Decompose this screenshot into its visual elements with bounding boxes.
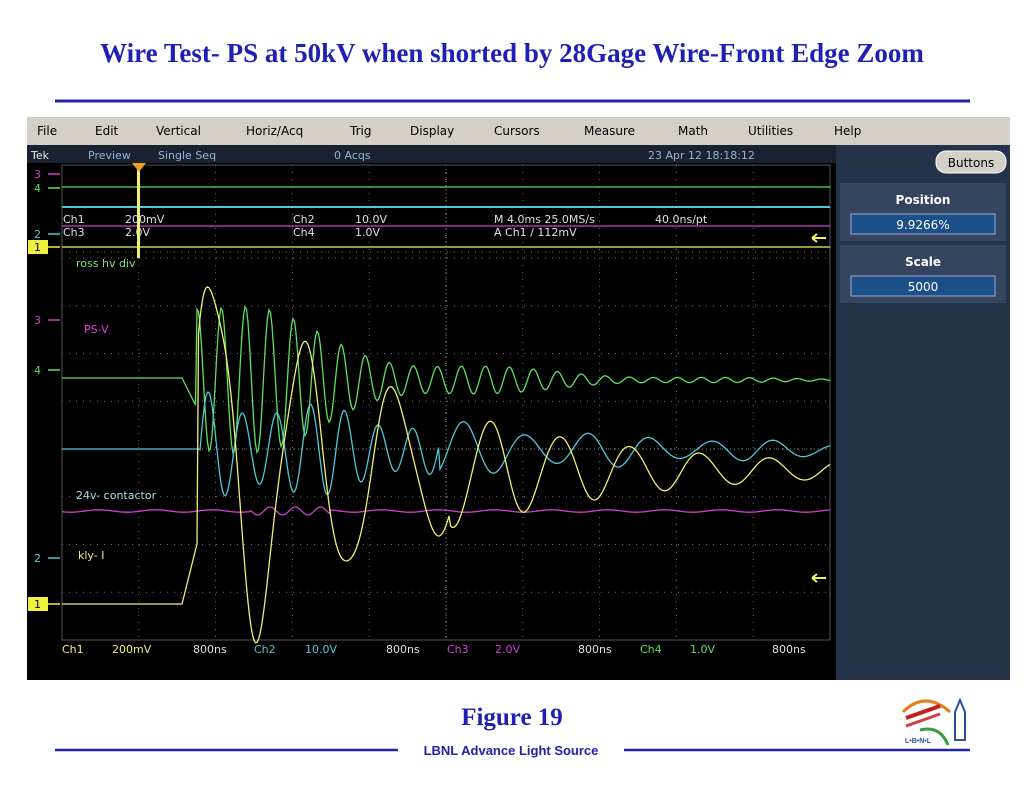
channel-marker: 1 — [34, 241, 41, 254]
trace-label: 24v- contactor — [76, 489, 157, 502]
menu-item[interactable]: Edit — [95, 124, 119, 138]
readout-item: 2.0V — [495, 643, 520, 656]
timebase: M 4.0ms 25.0MS/s — [494, 213, 595, 226]
buttons-button[interactable] — [935, 150, 1007, 174]
trace-label: ross hv div — [76, 257, 136, 270]
ch1-trace — [62, 286, 831, 644]
mode: Preview — [88, 149, 131, 162]
readout-item: Ch3 — [447, 643, 469, 656]
menu-item[interactable]: Horiz/Acq — [246, 124, 303, 138]
ch2-trace — [62, 391, 831, 497]
menu-bar — [27, 117, 1010, 145]
ch4-trace — [62, 304, 831, 455]
menu-item[interactable]: Math — [678, 124, 708, 138]
channel-marker: 4 — [34, 364, 41, 377]
readout-item: 800ns — [193, 643, 227, 656]
menu-item[interactable]: File — [37, 124, 57, 138]
readout-item: Ch1 — [62, 643, 84, 656]
readout-item: 200mV — [112, 643, 152, 656]
marker-box — [28, 597, 48, 611]
trace-label: kly- I — [78, 549, 104, 562]
slide-title: Wire Test- PS at 50kV when shorted by 28… — [100, 38, 924, 68]
position-label: Position — [896, 193, 951, 207]
resolution: 40.0ns/pt — [655, 213, 708, 226]
readout-item: 10.0V — [305, 643, 337, 656]
channel-marker: 2 — [34, 228, 41, 241]
channel-marker: 1 — [34, 598, 41, 611]
caption: Figure 19 — [461, 704, 563, 731]
channel-marker: 3 — [34, 168, 41, 181]
acq-mode: Single Seq — [158, 149, 216, 162]
position-value: 9.9266% — [896, 218, 949, 232]
zoom-cursor — [137, 163, 140, 258]
logo: L•B•N•L — [901, 697, 966, 746]
menu-item[interactable]: Display — [410, 124, 454, 138]
channel-marker: 4 — [34, 182, 41, 195]
readout-item: Ch2 — [254, 643, 276, 656]
trigger-level — [811, 573, 826, 583]
readout-item: 800ns — [578, 643, 612, 656]
trigger-level — [811, 233, 826, 243]
menu-item[interactable]: Measure — [584, 124, 635, 138]
trigger-point — [132, 163, 146, 172]
status: Tek Preview Single Seq 0 Acqs 23 Apr 12 … — [30, 149, 755, 162]
logo-text: L•B•N•L — [905, 738, 932, 745]
brand: Tek — [30, 149, 50, 162]
ch2: Ch2 — [293, 213, 315, 226]
ch1-scale: 200mV — [125, 213, 165, 226]
readout-item: Ch4 — [640, 643, 662, 656]
readout-item: 800ns — [386, 643, 420, 656]
menu: File Edit Vertical Horiz/Acq Trig Display Curs… — [37, 124, 861, 138]
trace-labels: ross hv div PS-V 24v- contactor kly- I — [76, 257, 157, 562]
menu-item[interactable]: Vertical — [156, 124, 201, 138]
readout-item: 800ns — [772, 643, 806, 656]
menu-item[interactable]: Trig — [349, 124, 371, 138]
ch2-scale: 10.0V — [355, 213, 387, 226]
scale-value: 5000 — [908, 280, 939, 294]
ch1: Ch1 — [63, 213, 85, 226]
ch3: Ch3 — [63, 226, 85, 239]
status-bar — [27, 145, 836, 163]
scale-label: Scale — [905, 255, 941, 269]
channel-marker: 3 — [34, 314, 41, 327]
marker-box — [28, 240, 48, 254]
datetime: 23 Apr 12 18:18:12 — [648, 149, 755, 162]
menu-item[interactable]: Utilities — [748, 124, 793, 138]
menu-item[interactable]: Cursors — [494, 124, 540, 138]
overview-readout: Ch1 200mV Ch2 10.0V M 4.0ms 25.0MS/s 40.… — [63, 213, 708, 239]
ch3-trace — [61, 506, 831, 516]
ch4-scale: 1.0V — [355, 226, 380, 239]
graticule-frame — [61, 164, 831, 641]
trace-label: PS-V — [84, 323, 109, 336]
trigger: A Ch1 ∕ 112mV — [494, 226, 577, 239]
footer: LBNL Advance Light Source — [424, 743, 599, 758]
acqs: 0 Acqs — [334, 149, 371, 162]
buttons-label: Buttons — [948, 156, 994, 170]
readout-item: 1.0V — [690, 643, 715, 656]
ch4: Ch4 — [293, 226, 315, 239]
ch3-scale: 2.0V — [125, 226, 150, 239]
waveforms — [61, 163, 831, 644]
bottom-readout: Ch1 200mV 800ns Ch2 10.0V 800ns Ch3 2.0V 800ns Ch… — [62, 643, 806, 656]
menu-item[interactable]: Help — [834, 124, 861, 138]
position-field[interactable] — [850, 213, 996, 235]
scale-field[interactable] — [850, 275, 996, 297]
channel-marker: 2 — [34, 552, 41, 565]
